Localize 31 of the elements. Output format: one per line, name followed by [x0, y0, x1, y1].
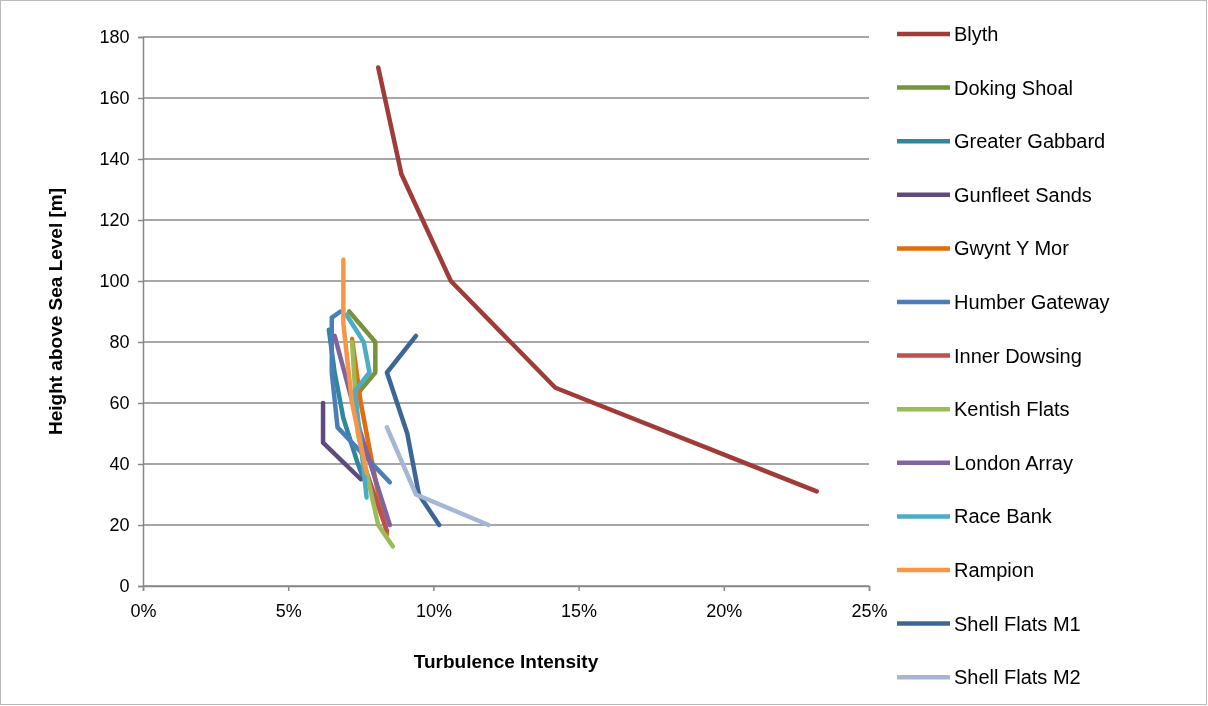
- legend-label: Shell Flats M2: [954, 666, 1081, 689]
- legend-label: London Array: [954, 451, 1073, 474]
- legend-label: Humber Gateway: [954, 291, 1110, 313]
- x-tick-label: 5%: [275, 601, 302, 622]
- y-tick-label: 20: [109, 515, 130, 536]
- x-tick-label: 10%: [415, 601, 452, 622]
- x-tick-label: 0%: [130, 601, 157, 622]
- y-tick-label: 160: [99, 88, 130, 109]
- x-axis-title: Turbulence Intensity: [413, 651, 599, 672]
- y-tick-label: 100: [99, 271, 130, 292]
- legend-label: Shell Flats M1: [954, 612, 1081, 635]
- y-axis-title: Height above Sea Level [m]: [45, 187, 66, 436]
- legend-label: Greater Gabbard: [954, 130, 1106, 153]
- y-tick-label: 120: [99, 210, 130, 231]
- x-tick-label: 25%: [851, 601, 888, 622]
- y-tick-label: 0: [119, 576, 130, 597]
- y-tick-label: 40: [109, 454, 130, 475]
- legend-label: Kentish Flats: [954, 398, 1070, 421]
- x-tick-label: 15%: [561, 601, 598, 622]
- legend-label: Doking Shoal: [954, 76, 1073, 99]
- y-tick-label: 80: [109, 332, 130, 353]
- legend-label: Inner Dowsing: [954, 344, 1082, 367]
- legend-label: Gunfleet Sands: [954, 183, 1092, 206]
- x-tick-label: 20%: [706, 601, 743, 622]
- y-tick-label: 60: [109, 393, 130, 414]
- legend-label: Gwynt Y Mor: [954, 237, 1070, 260]
- legend-label: Blyth: [954, 23, 999, 45]
- y-tick-label: 140: [99, 149, 130, 170]
- legend-label: Rampion: [954, 559, 1035, 581]
- legend-label: Race Bank: [954, 505, 1053, 528]
- y-tick-label: 180: [99, 27, 130, 48]
